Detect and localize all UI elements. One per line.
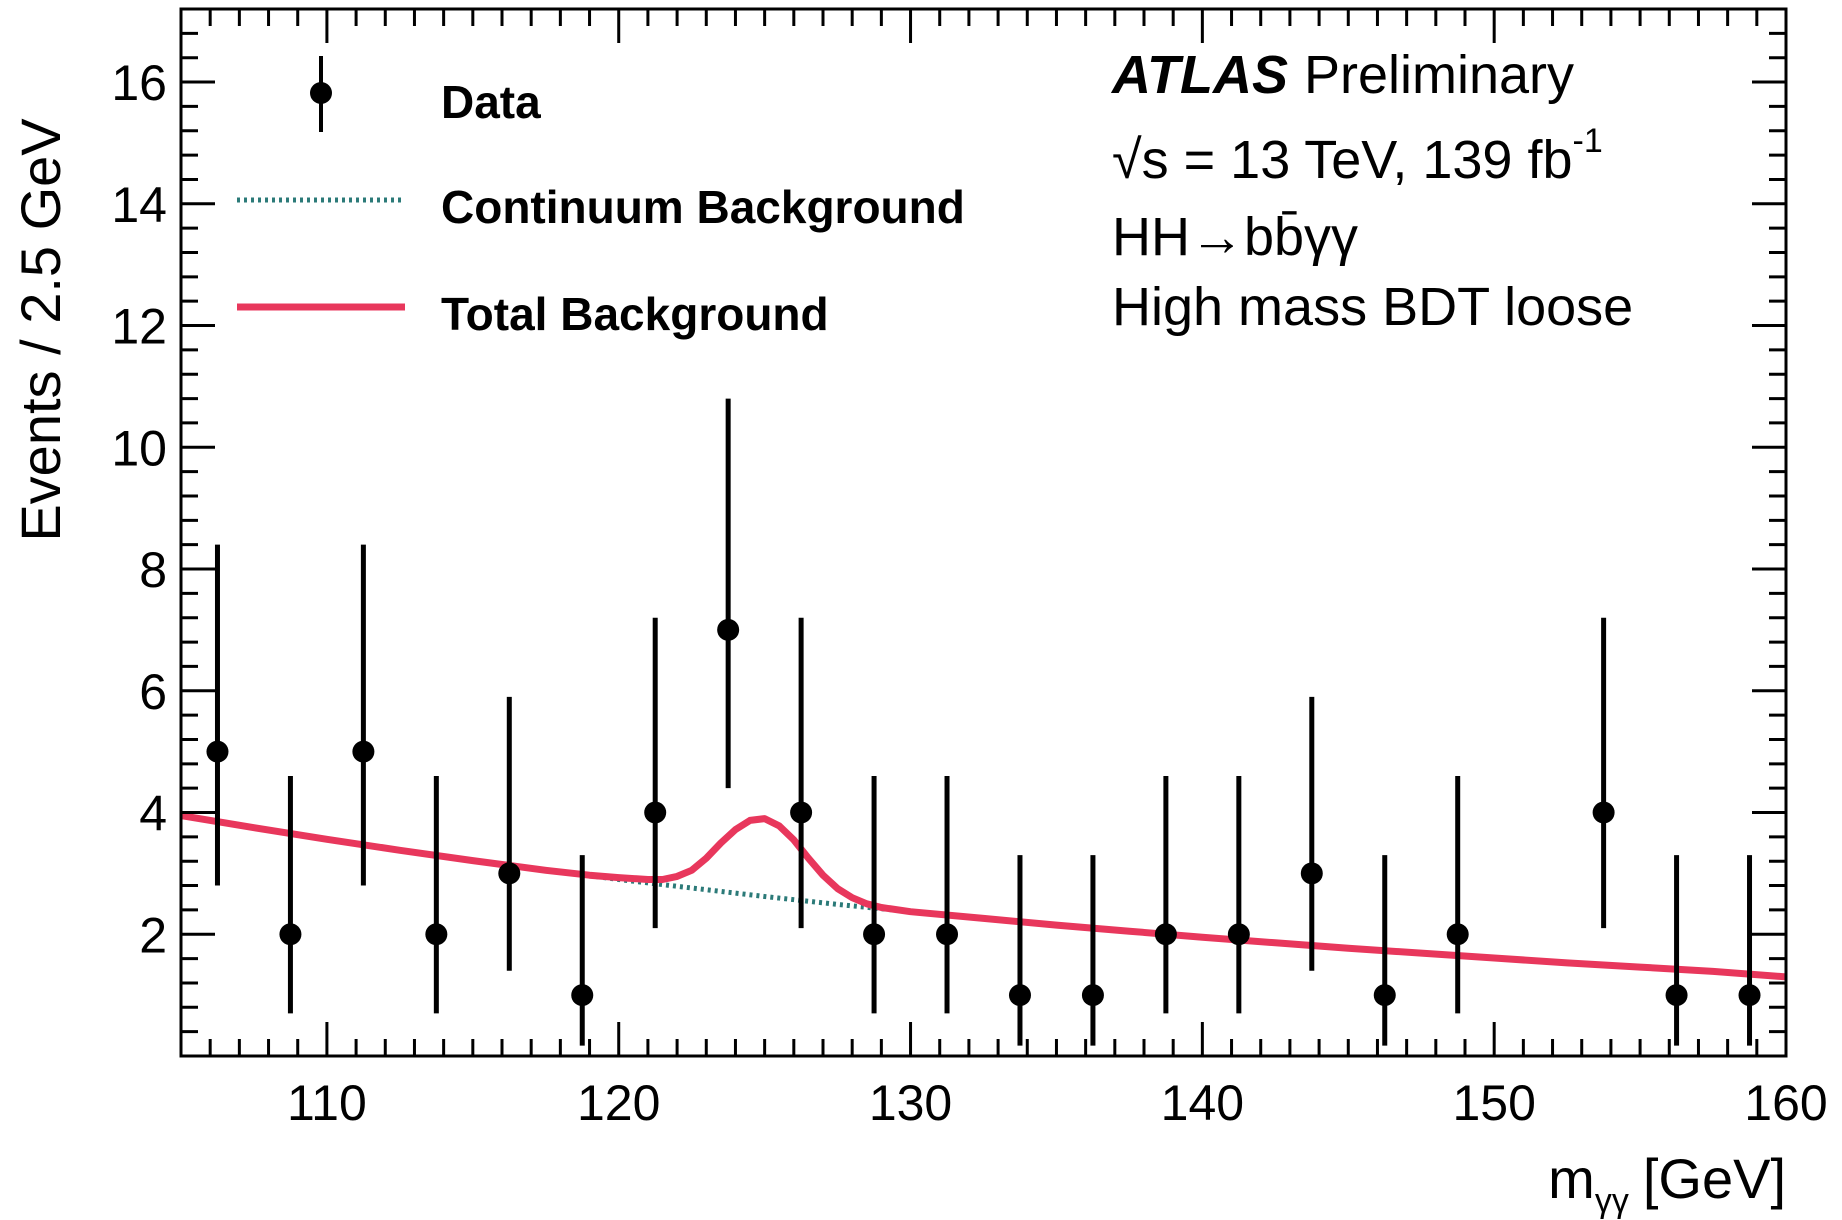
continuum-background-curve (181, 813, 1786, 980)
plot-border (179, 7, 1788, 1058)
data-point (1373, 984, 1396, 1007)
x-tick-label: 110 (287, 1075, 367, 1131)
legend-data-label: Data (441, 76, 541, 128)
legend-data-marker (310, 82, 332, 104)
x-axis-title: mγγ [GeV] (1548, 1147, 1786, 1220)
data-point (425, 923, 448, 946)
y-tick-label: 6 (139, 664, 167, 720)
energy-lumi-main: √s = 13 TeV, 139 fb (1112, 130, 1573, 190)
y-axis-title: Events / 2.5 GeV (9, 118, 72, 542)
data-point (1008, 984, 1031, 1007)
plot-frame (179, 7, 1788, 1058)
data-point (571, 984, 594, 1007)
x-tick-label: 150 (1452, 1075, 1535, 1131)
annotation-block: ATLAS Preliminary √s = 13 TeV, 139 fb-1 H… (1110, 45, 1633, 337)
total-background-curve (181, 812, 1786, 981)
x-tick-label: 130 (869, 1075, 952, 1131)
x-tick-label: 160 (1744, 1075, 1827, 1131)
atlas-label-status: Preliminary (1304, 45, 1574, 105)
data-point (206, 740, 229, 763)
data-point (644, 801, 667, 824)
data-point (1738, 984, 1761, 1007)
atlas-label-experiment: ATLAS (1110, 45, 1288, 105)
data-point (1154, 923, 1177, 946)
data-point (498, 862, 521, 885)
process-label: HH→bb̄γγ (1112, 207, 1358, 267)
energy-lumi-label: √s = 13 TeV, 139 fb-1 (1112, 122, 1603, 190)
y-tick-label: 2 (139, 907, 167, 963)
data-point (936, 923, 959, 946)
legend-total-label: Total Background (441, 288, 829, 340)
data-point (863, 923, 886, 946)
x-tick-label: 140 (1161, 1075, 1244, 1131)
legend-continuum-label: Continuum Background (441, 181, 965, 233)
data-point (279, 923, 302, 946)
data-point (1300, 862, 1323, 885)
data-point (1081, 984, 1104, 1007)
data-point (1227, 923, 1250, 946)
legend: Data Continuum Background Total Backgrou… (237, 56, 965, 340)
data-point (352, 740, 375, 763)
y-tick-label: 4 (139, 786, 167, 842)
x-axis-title-main: m (1548, 1147, 1595, 1210)
y-tick-label: 8 (139, 542, 167, 598)
data-point (1665, 984, 1688, 1007)
atlas-label: ATLAS Preliminary (1110, 45, 1574, 105)
y-tick-label: 10 (111, 420, 167, 476)
data-point (790, 801, 813, 824)
y-tick-label: 12 (111, 299, 167, 355)
category-label: High mass BDT loose (1112, 277, 1633, 337)
axis-ticks (179, 7, 1788, 1058)
data-point (717, 618, 740, 641)
y-tick-label: 14 (111, 177, 167, 233)
data-point (1592, 801, 1615, 824)
tick-labels: 110 120 130 140 150 160 2 4 6 8 10 12 14 16 (111, 55, 1827, 1131)
x-axis-title-subscript: γγ (1595, 1182, 1629, 1220)
data-points (206, 398, 1761, 1046)
y-tick-label: 16 (111, 55, 167, 111)
x-tick-label: 120 (577, 1075, 660, 1131)
lumi-superscript: -1 (1573, 122, 1603, 160)
background-curves (181, 812, 1786, 981)
x-axis-title-unit: [GeV] (1643, 1147, 1786, 1210)
data-point (1446, 923, 1469, 946)
